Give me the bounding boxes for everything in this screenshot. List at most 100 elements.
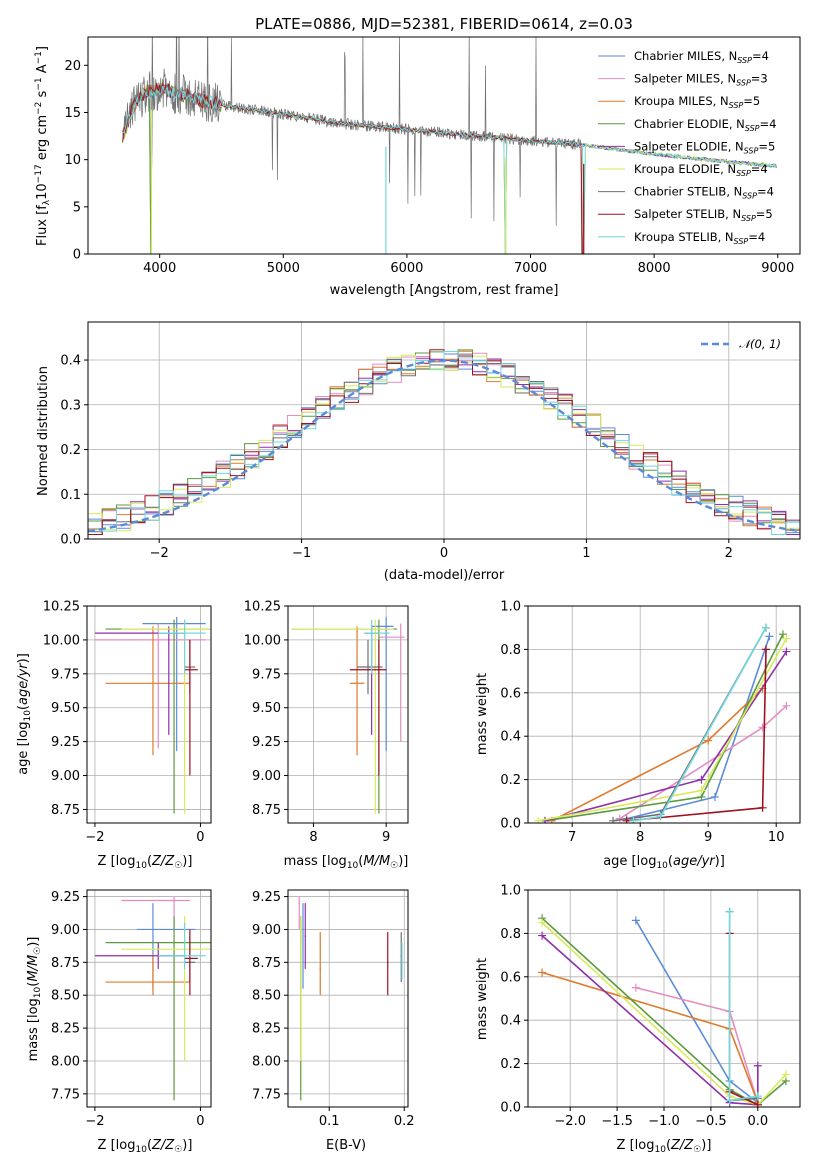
mass-vs-z-ylabel: mass [log10(M/M☉)] xyxy=(26,937,43,1062)
weight-marker xyxy=(697,786,706,795)
y-tick-label: 7.75 xyxy=(51,1087,80,1102)
errorbar-salpeter-stelib xyxy=(184,929,198,996)
x-tick-label: 0 xyxy=(440,546,448,561)
y-tick-label: 1.0 xyxy=(500,600,521,615)
weight-line xyxy=(541,935,759,1106)
y-tick-label: 5 xyxy=(73,200,81,215)
age-vs-mass-xlabel: mass [log10(M/M☉)] xyxy=(284,854,409,871)
x-tick-label: −1.0 xyxy=(648,1114,680,1129)
x-tick-label: 0.0 xyxy=(747,1114,768,1129)
x-tick-label: 1 xyxy=(582,546,590,561)
errorbar-kroupa-miles xyxy=(105,955,190,996)
axes-frame xyxy=(287,605,409,824)
mass-vs-ebv-xlabel: E(B-V) xyxy=(326,1138,366,1153)
legend-entry-kroupa-elodie: Kroupa ELODIE, NSSP=4 xyxy=(634,162,768,178)
x-tick-label: 7 xyxy=(568,830,576,845)
weight-line xyxy=(538,638,788,822)
weight-marker xyxy=(725,1096,734,1105)
weight-marker xyxy=(538,931,547,940)
x-tick-label: 6000 xyxy=(390,261,423,276)
residuals-panel: (data-model)/error Normed distribution −… xyxy=(36,321,801,583)
y-tick-label: 0.0 xyxy=(500,817,521,832)
weight-marker xyxy=(656,812,665,821)
weight-vs-age-ylabel: mass weight xyxy=(475,673,490,755)
x-tick-label: 10 xyxy=(768,830,785,845)
y-tick-label: 9.00 xyxy=(252,769,281,784)
y-tick-label: 9.00 xyxy=(51,923,80,938)
y-tick-label: 8.75 xyxy=(51,956,80,971)
legend-entry-chabrier-elodie: Chabrier ELODIE, NSSP=4 xyxy=(634,117,776,133)
legend-entry-chabrier-stelib: Chabrier STELIB, NSSP=4 xyxy=(634,185,774,201)
y-tick-label: 0.2 xyxy=(500,773,521,788)
weight-series-kroupa-miles xyxy=(538,968,762,1107)
y-tick-label: 8.00 xyxy=(51,1054,80,1069)
x-tick-label: −1.5 xyxy=(601,1114,633,1129)
y-tick-label: 8.50 xyxy=(252,989,281,1004)
x-tick-label: 4000 xyxy=(143,261,176,276)
weight-series-kroupa-stelib xyxy=(629,623,770,823)
y-tick-label: 0.8 xyxy=(500,643,521,658)
weight-marker xyxy=(538,918,547,927)
axes-frame xyxy=(86,889,212,1108)
y-tick-label: 0.0 xyxy=(500,1101,521,1116)
weight-vs-z-xlabel: Z [log10(Z/Z☉)] xyxy=(617,1138,712,1155)
errorbar-salpeter-miles xyxy=(94,623,206,749)
x-tick-label: 5000 xyxy=(267,261,300,276)
spectrum-lines xyxy=(122,37,778,254)
errorbar-kroupa-miles xyxy=(105,626,190,756)
weight-series-kroupa-stelib xyxy=(725,907,762,1105)
weight-marker xyxy=(758,803,767,812)
weight-marker xyxy=(711,792,719,801)
y-tick-label: 9.75 xyxy=(252,667,281,682)
age-vs-z-ylabel: age [log10(age/yr)] xyxy=(16,653,33,775)
spectrum-line-kroupa-stelib xyxy=(122,85,778,254)
weight-line xyxy=(728,911,758,1102)
y-tick-label: 9.25 xyxy=(252,890,281,905)
weight-line xyxy=(612,627,767,822)
weight-marker xyxy=(631,916,640,925)
weight-series-chabrier-stelib xyxy=(725,907,762,1105)
weight-marker xyxy=(629,816,638,823)
legend-entry-salpeter-stelib: Salpeter STELIB, NSSP=5 xyxy=(634,207,773,223)
y-tick-label: 0 xyxy=(73,248,81,263)
x-tick-label: −1 xyxy=(292,546,311,561)
y-tick-label: 9.50 xyxy=(252,701,281,716)
y-tick-label: 10.00 xyxy=(244,633,281,648)
x-tick-label: 8 xyxy=(636,830,644,845)
x-tick-label: 9000 xyxy=(761,261,794,276)
legend-entry-kroupa-miles: Kroupa MILES, NSSP=5 xyxy=(634,94,760,110)
x-tick-label: −2 xyxy=(85,830,104,845)
axes-frame xyxy=(87,321,801,540)
x-tick-label: 2 xyxy=(725,546,733,561)
axes-frame xyxy=(527,889,801,1108)
weight-lines xyxy=(534,623,791,823)
legend-entry-salpeter-elodie: Salpeter ELODIE, NSSP=5 xyxy=(634,139,775,155)
legend-entry-kroupa-stelib: Kroupa STELIB, NSSP=4 xyxy=(634,230,765,246)
weight-series-kroupa-elodie xyxy=(534,634,791,823)
weight-line xyxy=(541,971,759,1103)
y-tick-label: 0.8 xyxy=(500,927,521,942)
x-tick-label: 9 xyxy=(704,830,712,845)
errorbar-kroupa-stelib xyxy=(158,922,206,969)
y-tick-label: 15 xyxy=(64,106,81,121)
x-tick-label: 8 xyxy=(309,830,317,845)
errorbar-kroupa-stelib xyxy=(401,942,403,980)
weight-series-salpeter-elodie xyxy=(541,647,791,823)
y-tick-label: 9.25 xyxy=(252,735,281,750)
errorbar-salpeter-elodie xyxy=(94,626,185,735)
age-vs-mass-panel: mass [log10(M/M☉)] 8 9 8.75 9.00 9.25 9.50 9.7… xyxy=(244,600,409,871)
y-tick-label: 9.25 xyxy=(51,890,80,905)
errorbar-kroupa-stelib xyxy=(364,619,390,674)
y-tick-label: 8.25 xyxy=(252,1022,281,1037)
y-tick-label: 8.75 xyxy=(51,803,80,818)
weight-marker xyxy=(779,630,787,639)
errorbar-salpeter-miles xyxy=(298,896,300,930)
x-tick-label: 0 xyxy=(196,830,204,845)
x-tick-label: 0 xyxy=(196,1114,204,1129)
age-vs-z-panel: Z [log10(Z/Z☉)] age [log10(age/yr)] −2 0 8… xyxy=(16,600,212,871)
y-tick-label: 20 xyxy=(64,59,81,74)
weight-lines xyxy=(538,907,790,1107)
y-tick-label: 9.00 xyxy=(51,769,80,784)
x-tick-label: 9 xyxy=(382,830,390,845)
